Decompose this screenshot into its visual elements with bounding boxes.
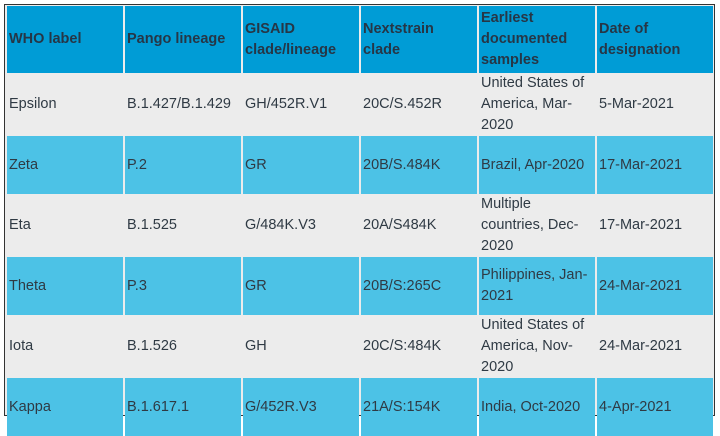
cell-date-designation: 24-Mar-2021	[597, 257, 713, 315]
cell-pango-lineage: B.1.427/B.1.429	[125, 73, 241, 136]
cell-pango-lineage: B.1.526	[125, 315, 241, 378]
cell-earliest-samples: Brazil, Apr-2020	[479, 136, 595, 194]
header-earliest-samples: Earliest documented samples	[479, 6, 595, 73]
header-who-label: WHO label	[7, 6, 123, 73]
cell-date-designation: 5-Mar-2021	[597, 73, 713, 136]
table-row: Eta B.1.525 G/484K.V3 20A/S484K Multiple cou…	[7, 194, 713, 257]
table-row: Iota B.1.526 GH 20C/S:484K United States of …	[7, 315, 713, 378]
cell-who-label: Zeta	[7, 136, 123, 194]
cell-nextstrain-clade: 21A/S:154K	[361, 378, 477, 436]
cell-earliest-samples: Philippines, Jan-2021	[479, 257, 595, 315]
cell-gisaid-clade: GR	[243, 136, 359, 194]
cell-date-designation: 4-Apr-2021	[597, 378, 713, 436]
table-row: Theta P.3 GR 20B/S:265C Philippines, Jan-202…	[7, 257, 713, 315]
cell-date-designation: 17-Mar-2021	[597, 136, 713, 194]
cell-nextstrain-clade: 20C/S.452R	[361, 73, 477, 136]
cell-gisaid-clade: G/452R.V3	[243, 378, 359, 436]
cell-gisaid-clade: GH/452R.V1	[243, 73, 359, 136]
cell-gisaid-clade: G/484K.V3	[243, 194, 359, 257]
cell-gisaid-clade: GR	[243, 257, 359, 315]
cell-date-designation: 24-Mar-2021	[597, 315, 713, 378]
header-row: WHO label Pango lineage GISAID clade/lin…	[7, 6, 713, 73]
cell-who-label: Iota	[7, 315, 123, 378]
table-row: Kappa B.1.617.1 G/452R.V3 21A/S:154K India, …	[7, 378, 713, 436]
header-date-designation: Date of designation	[597, 6, 713, 73]
cell-who-label: Epsilon	[7, 73, 123, 136]
table-row: Epsilon B.1.427/B.1.429 GH/452R.V1 20C/S.45…	[7, 73, 713, 136]
variants-table: WHO label Pango lineage GISAID clade/lin…	[5, 6, 715, 436]
cell-earliest-samples: United States of America, Mar-2020	[479, 73, 595, 136]
cell-who-label: Eta	[7, 194, 123, 257]
header-nextstrain-clade: Nextstrain clade	[361, 6, 477, 73]
variants-table-frame: WHO label Pango lineage GISAID clade/lin…	[4, 4, 715, 436]
cell-who-label: Kappa	[7, 378, 123, 436]
cell-earliest-samples: India, Oct-2020	[479, 378, 595, 436]
header-pango-lineage: Pango lineage	[125, 6, 241, 73]
cell-nextstrain-clade: 20B/S.484K	[361, 136, 477, 194]
cell-pango-lineage: P.2	[125, 136, 241, 194]
cell-pango-lineage: B.1.525	[125, 194, 241, 257]
cell-who-label: Theta	[7, 257, 123, 315]
cell-gisaid-clade: GH	[243, 315, 359, 378]
cell-date-designation: 17-Mar-2021	[597, 194, 713, 257]
cell-earliest-samples: Multiple countries, Dec-2020	[479, 194, 595, 257]
cell-earliest-samples: United States of America, Nov-2020	[479, 315, 595, 378]
cell-nextstrain-clade: 20C/S:484K	[361, 315, 477, 378]
table-row: Zeta P.2 GR 20B/S.484K Brazil, Apr-2020 17-Ma…	[7, 136, 713, 194]
cell-nextstrain-clade: 20A/S484K	[361, 194, 477, 257]
header-gisaid-clade: GISAID clade/lineage	[243, 6, 359, 73]
cell-pango-lineage: B.1.617.1	[125, 378, 241, 436]
cell-pango-lineage: P.3	[125, 257, 241, 315]
cell-nextstrain-clade: 20B/S:265C	[361, 257, 477, 315]
